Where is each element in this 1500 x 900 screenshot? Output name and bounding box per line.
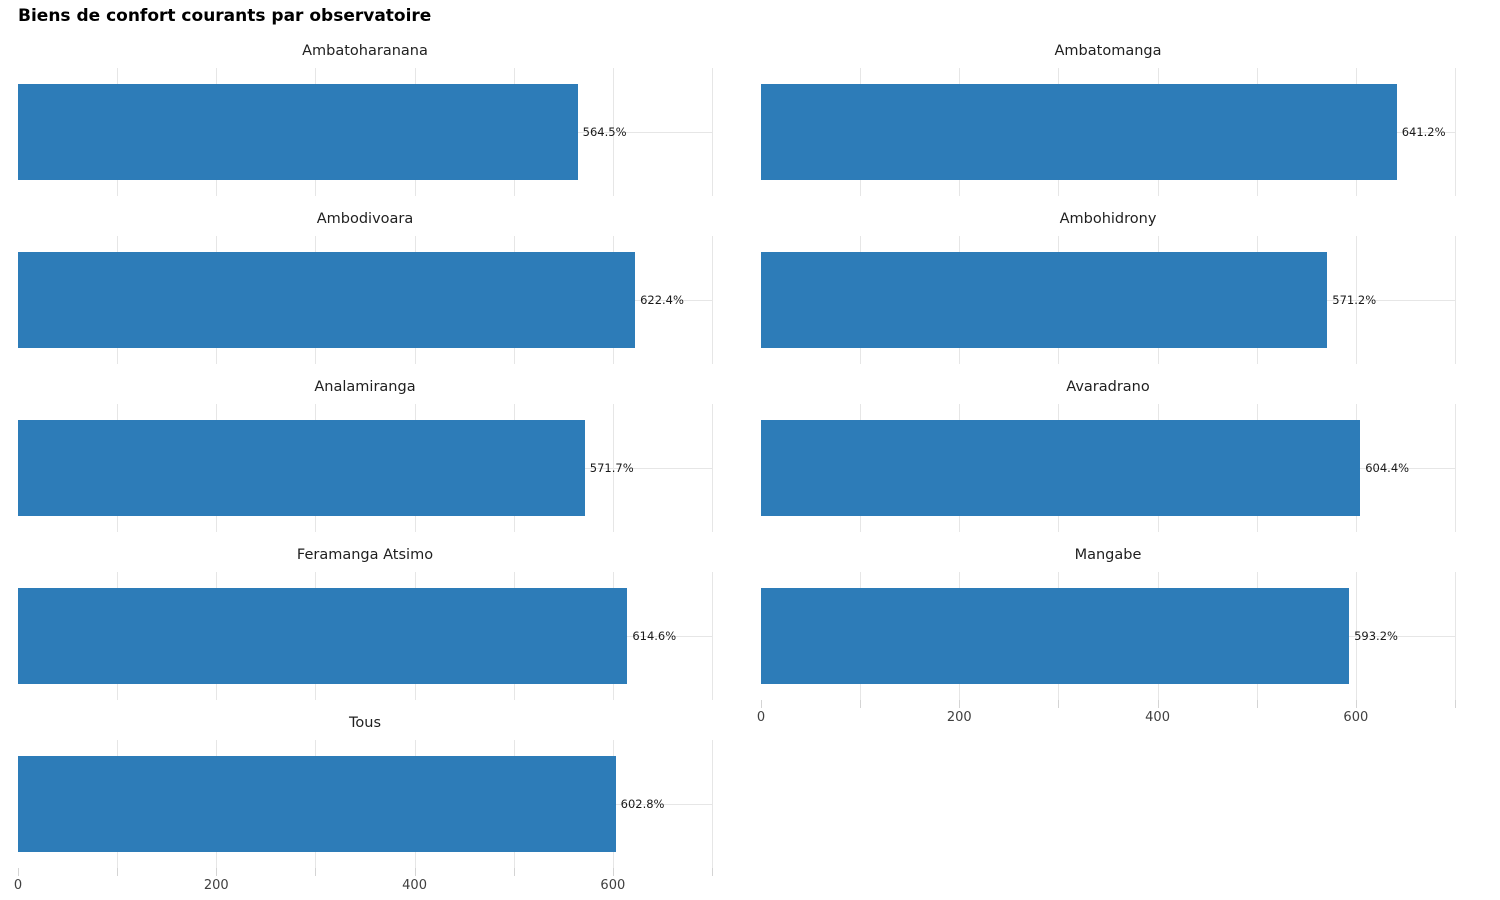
x-axis-tick-label: 0: [13, 878, 23, 893]
bar-value-label: 622.4%: [640, 293, 684, 307]
x-axis-tick-label: 400: [402, 878, 427, 893]
facet-panel: 602.8%: [18, 740, 713, 868]
facet-panel: 571.7%: [18, 404, 713, 532]
x-axis-tick-label: 0: [756, 710, 766, 725]
x-axis-tick: [1256, 700, 1258, 708]
bar-value-label: 614.6%: [632, 629, 677, 643]
bar-value-label: 564.5%: [582, 125, 627, 139]
bar-value-label: 641.2%: [1401, 125, 1446, 139]
gridline-vertical: [712, 572, 713, 700]
x-axis-tick: [860, 700, 862, 708]
x-axis-tick-label: 600: [1343, 710, 1369, 725]
x-axis-tick: [1058, 700, 1060, 708]
bar-value-label: 571.2%: [1332, 293, 1377, 307]
facet-title: Mangabe: [1074, 547, 1142, 563]
facet-avaradrano: Avaradrano 604.4%: [761, 374, 1456, 532]
bar: [18, 420, 585, 516]
facet-mangabe: Mangabe 593.2% 0 200 400 600: [757, 542, 1456, 732]
gridline-vertical: [712, 68, 713, 196]
gridline-vertical: [1455, 404, 1456, 532]
bar: [761, 420, 1361, 516]
facet-analamiranga: Analamiranga 571.7%: [18, 374, 713, 532]
x-axis-tick: [1157, 700, 1159, 708]
bar-value-label: 604.4%: [1365, 461, 1410, 475]
x-axis-tick-label: 600: [600, 878, 626, 893]
chart-title: Biens de confort courants par observatoi…: [18, 6, 432, 26]
x-axis-tick: [712, 868, 713, 876]
facet-ambatomanga: Ambatomanga 641.2%: [761, 38, 1456, 196]
x-axis-tick: [117, 868, 119, 876]
x-axis-tick: [761, 700, 762, 708]
facet-ambohidrony: Ambohidrony 571.2%: [761, 206, 1456, 364]
facet-title: Ambohidrony: [1059, 211, 1157, 227]
facet-title: Ambodivoara: [316, 211, 414, 227]
bar: [18, 588, 628, 684]
x-axis-tick: [315, 868, 317, 876]
facet-ambodivoara: Ambodivoara 622.4%: [18, 206, 713, 364]
x-axis-tick: [216, 868, 218, 876]
facet-title: Tous: [348, 715, 381, 731]
bar: [18, 252, 636, 348]
facet-title: Feramanga Atsimo: [296, 547, 434, 563]
gridline-vertical: [1455, 68, 1456, 196]
bar: [18, 84, 578, 180]
facet-title: Avaradrano: [1066, 379, 1150, 395]
gridline-vertical: [1455, 572, 1456, 700]
bar: [761, 252, 1328, 348]
bar-value-label: 593.2%: [1354, 629, 1398, 643]
gridline-vertical: [1455, 236, 1456, 364]
facet-panel: 571.2%: [761, 236, 1456, 364]
x-axis-tick-label: 200: [203, 878, 229, 893]
facet-title: Ambatomanga: [1054, 43, 1162, 59]
x-axis-tick: [612, 868, 614, 876]
gridline-vertical: [712, 236, 713, 364]
bar: [761, 84, 1397, 180]
facet-panel: 614.6%: [18, 572, 713, 700]
x-axis: 0 200 400 600: [14, 868, 713, 900]
x-axis-tick: [1455, 700, 1456, 708]
x-axis-tick-label: 200: [946, 710, 972, 725]
x-axis-tick: [513, 868, 515, 876]
facet-title: Analamiranga: [314, 379, 416, 395]
facet-title: Ambatoharanana: [302, 43, 428, 59]
bar-value-label: 602.8%: [620, 797, 665, 811]
x-axis: 0 200 400 600: [757, 700, 1456, 732]
x-axis-tick: [414, 868, 416, 876]
facet-panel: 593.2%: [761, 572, 1456, 700]
bar-value-label: 571.7%: [589, 461, 634, 475]
bar: [761, 588, 1350, 684]
x-axis-tick: [959, 700, 961, 708]
x-axis-tick: [1355, 700, 1357, 708]
bar: [18, 756, 616, 852]
x-axis-tick: [18, 868, 19, 876]
facet-panel: 641.2%: [761, 68, 1456, 196]
x-axis-tick-label: 400: [1145, 710, 1170, 725]
gridline-vertical: [712, 740, 713, 868]
facet-tous: Tous 602.8% 0 200 400 600: [14, 710, 713, 900]
facet-panel: 564.5%: [18, 68, 713, 196]
facet-panel: 604.4%: [761, 404, 1456, 532]
facet-panel: 622.4%: [18, 236, 713, 364]
facet-feramanga-atsimo: Feramanga Atsimo 614.6%: [18, 542, 713, 700]
gridline-vertical: [712, 404, 713, 532]
facet-ambatoharanana: Ambatoharanana 564.5%: [18, 38, 713, 196]
